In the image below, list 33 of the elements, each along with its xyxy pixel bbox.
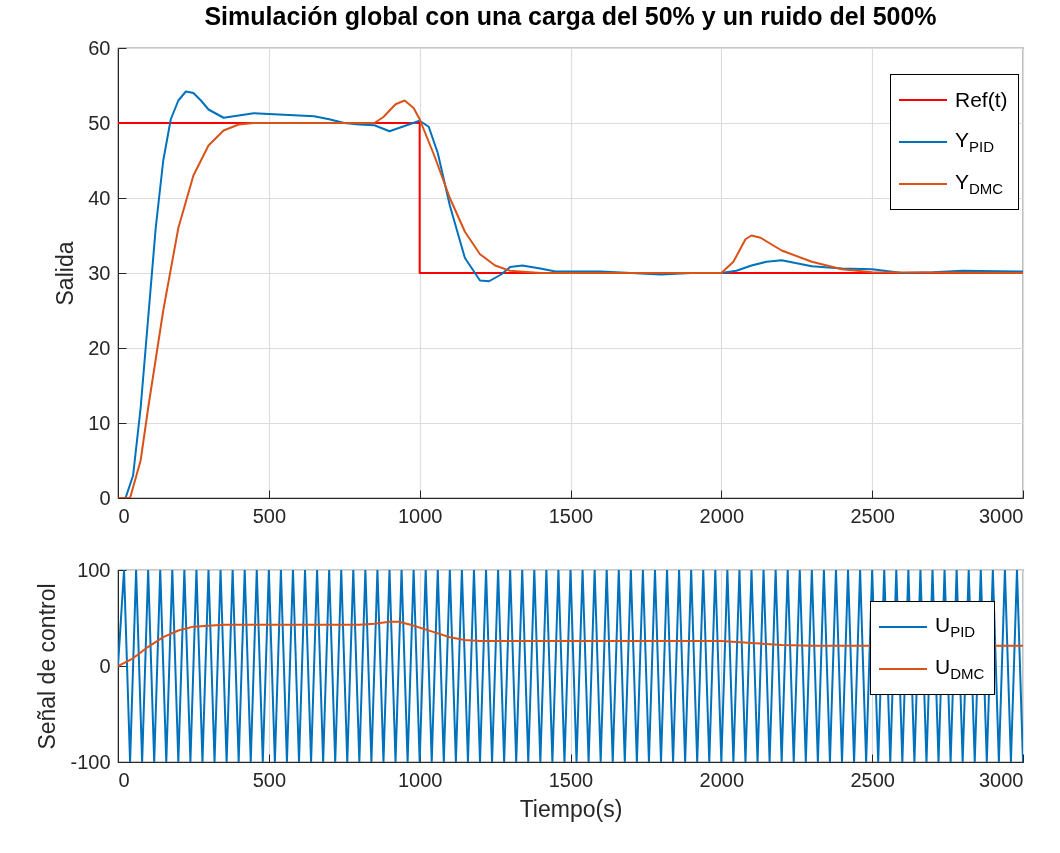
y-tick-label: 50 [88,111,111,134]
x-tick-label: 2500 [850,504,895,527]
legend-label: Ref(t) [955,88,1008,112]
y-tick-label: 30 [88,261,111,284]
y-tick-label: -100 [70,750,111,773]
x-axis-title: Tiempo(s) [519,795,623,822]
x-tick-label: 3000 [979,768,1024,791]
y-tick-label: 0 [99,486,111,509]
x-tick-label: 2000 [699,504,745,527]
y-tick-label: 40 [88,186,111,209]
x-tick-label: 0 [118,768,130,791]
x-tick-label: 2500 [850,768,895,791]
y-axis-title: Señal de control [34,583,61,750]
x-tick-label: 0 [118,504,130,527]
x-tick-label: 1000 [397,504,443,527]
x-tick-label: 500 [252,768,287,791]
legend-label: U$_{PID}$ [935,613,976,641]
legend-label: U$_{DMC}$ [935,655,985,683]
y-tick-label: 60 [88,36,111,59]
y-tick-label: 0 [99,654,111,677]
x-tick-label: 500 [252,504,287,527]
legend-label: Y$_{PID}$ [955,128,995,156]
legend-label: Y$_{DMC}$ [955,170,1004,198]
x-tick-label: 1000 [397,768,443,791]
y-tick-label: 20 [88,336,111,359]
x-tick-label: 1500 [548,768,594,791]
y-tick-label: 100 [77,558,111,581]
y-tick-label: 10 [88,411,111,434]
x-tick-label: 2000 [699,768,745,791]
y-axis-title: Salida [52,241,79,306]
x-tick-label: 1500 [548,504,594,527]
chart-title: Simulación global con una carga del 50% y un ruido del 500% [204,2,937,30]
x-tick-label: 3000 [979,504,1024,527]
